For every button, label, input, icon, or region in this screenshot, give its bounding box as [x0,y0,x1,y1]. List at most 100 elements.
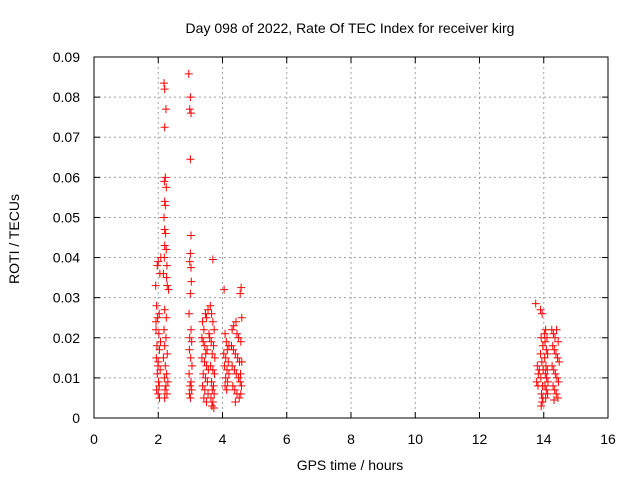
data-point [237,283,246,292]
data-point [536,305,545,314]
data-point [160,385,169,394]
data-point [160,213,169,222]
data-point [543,389,552,398]
data-point [197,333,206,342]
data-point [199,393,208,402]
data-point [549,381,558,390]
data-point [156,337,165,346]
data-point [209,341,218,350]
data-point [161,201,170,210]
data-point [159,353,168,362]
data-point [160,85,169,94]
data-point [542,385,551,394]
data-point [161,381,170,390]
data-point [153,361,162,370]
data-point [231,397,240,406]
data-point [541,337,550,346]
data-point [160,225,169,234]
data-point [201,373,210,382]
data-point [555,357,564,366]
data-point [235,393,244,402]
data-point [534,369,543,378]
data-point [164,285,173,294]
data-point [228,381,237,390]
data-point [222,385,231,394]
data-point [154,257,163,266]
data-point [205,329,214,338]
data-point [187,377,196,386]
x-axis-ticks: 0 2 4 6 8 10 12 14 16 [90,57,616,447]
data-point [224,357,233,366]
data-point [206,393,215,402]
data-point [538,341,547,350]
data-point [237,381,246,390]
data-point [220,285,229,294]
data-point [228,325,237,334]
data-point [162,183,171,192]
data-point [538,309,547,318]
y-tick-label: 0.06 [53,169,80,185]
data-point [160,177,169,186]
data-point [187,325,196,334]
data-point [153,369,162,378]
data-point [236,369,245,378]
data-point [152,301,161,310]
data-point [154,329,163,338]
data-point [155,345,164,354]
data-point [161,333,170,342]
data-point [236,337,245,346]
chart-title: Day 098 of 2022, Rate Of TEC Index for r… [186,20,515,36]
data-point [232,329,241,338]
data-point [154,389,163,398]
y-tick-label: 0.05 [53,209,80,225]
data-point [229,321,238,330]
data-point [553,353,562,362]
y-tick-label: 0.07 [53,129,80,145]
data-point [210,325,219,334]
data-point [210,369,219,378]
y-tick-label: 0.01 [53,370,80,386]
data-point [540,353,549,362]
data-point [533,361,542,370]
data-point [152,325,161,334]
y-tick-label: 0.02 [53,330,80,346]
data-point [550,345,559,354]
data-point [185,369,194,378]
data-point [210,353,219,362]
y-tick-label: 0.03 [53,290,80,306]
data-point [159,269,168,278]
data-point [187,109,196,118]
data-point [221,373,230,382]
data-point [208,317,217,326]
data-point [543,349,552,358]
data-point [236,389,245,398]
data-point [207,309,216,318]
data-point [554,377,563,386]
data-point [161,105,170,114]
data-point [199,369,208,378]
data-point [187,361,196,370]
data-point [200,357,209,366]
data-point [204,305,213,314]
data-point [160,341,169,350]
data-point [205,333,214,342]
data-point [153,261,162,270]
data-point [540,329,549,338]
data-point [223,377,232,386]
data-point [208,349,217,358]
data-point [222,365,231,374]
x-tick-label: 16 [600,431,616,447]
data-point [162,369,171,378]
data-point [187,231,196,240]
data-point [231,349,240,358]
data-point [155,309,164,318]
data-point [162,313,171,322]
data-point [153,313,162,322]
x-tick-label: 12 [472,431,488,447]
y-axis-label: ROTI / TECUs [6,194,22,284]
data-point [186,393,195,402]
data-point [152,317,161,326]
data-point [161,361,170,370]
data-point [185,333,194,342]
